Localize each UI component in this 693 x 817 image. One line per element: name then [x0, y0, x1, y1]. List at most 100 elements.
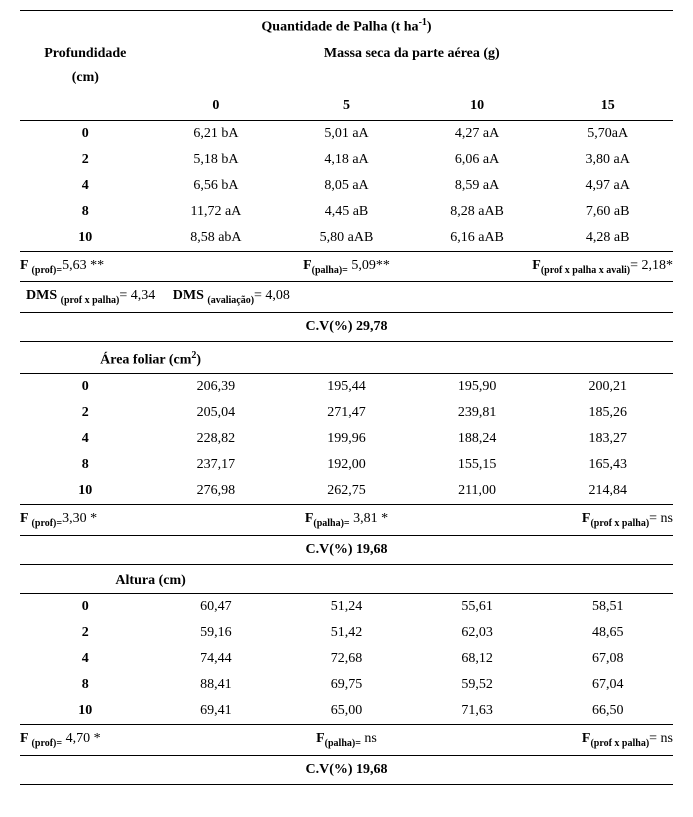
- cell: 5,18 bA: [151, 147, 282, 173]
- f-palha-label: F: [303, 258, 312, 273]
- section2-label-spacer: [281, 342, 673, 374]
- col-5: 5: [281, 90, 412, 121]
- f-int-sub: (prof x palha): [590, 518, 649, 529]
- row-label: 10: [20, 698, 151, 725]
- cell: 65,00: [281, 698, 412, 725]
- row-label: 4: [20, 646, 151, 672]
- f-prof-label: F: [20, 731, 32, 746]
- data-table: Quantidade de Palha (t ha-1) Profundidad…: [20, 10, 673, 785]
- cell: 74,44: [151, 646, 282, 672]
- table-row: 2 59,16 51,42 62,03 48,65: [20, 620, 673, 646]
- cell: 4,28 aB: [542, 225, 673, 252]
- section1-f-stats: F (prof)=5,63 ** F(palha)= 5,09** F(prof…: [20, 251, 673, 282]
- cell: 4,27 aA: [412, 120, 543, 147]
- cell: 4,45 aB: [281, 199, 412, 225]
- f-palha: F(palha)= 3,81 *: [281, 504, 412, 535]
- cell: 5,01 aA: [281, 120, 412, 147]
- s2-label-post: ): [196, 353, 201, 368]
- dms1-sub: (prof x palha): [61, 295, 120, 306]
- f-int-val: = ns: [649, 511, 673, 526]
- col-10: 10: [412, 90, 543, 121]
- cell: 69,41: [151, 698, 282, 725]
- dms1-label: DMS: [26, 288, 61, 303]
- table-row: 8 11,72 aA 4,45 aB 8,28 aAB 7,60 aB: [20, 199, 673, 225]
- section3-variable-label: Altura (cm): [20, 564, 281, 593]
- cell: 60,47: [151, 593, 282, 620]
- cell: 205,04: [151, 400, 282, 426]
- section3-label-spacer: [281, 564, 673, 593]
- title-sup: -1: [419, 17, 427, 28]
- cell: 4,18 aA: [281, 147, 412, 173]
- cell: 237,17: [151, 452, 282, 478]
- cell: 188,24: [412, 426, 543, 452]
- cell: 6,21 bA: [151, 120, 282, 147]
- cell: 51,42: [281, 620, 412, 646]
- table-row: 2 5,18 bA 4,18 aA 6,06 aA 3,80 aA: [20, 147, 673, 173]
- f-palha-val: 3,81 *: [350, 511, 389, 526]
- cell: 165,43: [542, 452, 673, 478]
- row-label: 8: [20, 199, 151, 225]
- prof-label-1: Profundidade: [20, 42, 151, 66]
- cell: 59,52: [412, 672, 543, 698]
- section1-cv: C.V(%) 29,78: [20, 313, 673, 342]
- row-label: 2: [20, 620, 151, 646]
- cell: 5,80 aAB: [281, 225, 412, 252]
- dms2-val: = 4,08: [254, 288, 290, 303]
- section3-cv: C.V(%) 19,68: [20, 755, 673, 784]
- header-spacer: [151, 66, 673, 90]
- row-label: 0: [20, 593, 151, 620]
- header-row-1: Profundidade Massa seca da parte aérea (…: [20, 42, 673, 66]
- cell: 7,60 aB: [542, 199, 673, 225]
- f-prof: F (prof)= 4,70 *: [20, 724, 281, 755]
- cell: 72,68: [281, 646, 412, 672]
- f-palha: F(palha)= ns: [281, 724, 412, 755]
- cell: 8,58 abA: [151, 225, 282, 252]
- column-headers: 0 5 10 15: [20, 90, 673, 121]
- row-label: 8: [20, 672, 151, 698]
- prof-label-2: (cm): [20, 66, 151, 90]
- cell: 51,24: [281, 593, 412, 620]
- cell: 71,63: [412, 698, 543, 725]
- col-blank: [20, 90, 151, 121]
- table-row: 4 228,82 199,96 188,24 183,27: [20, 426, 673, 452]
- cell: 59,16: [151, 620, 282, 646]
- dms-cell: DMS (prof x palha)= 4,34 DMS (avaliação)…: [20, 282, 673, 313]
- row-label: 8: [20, 452, 151, 478]
- col-15: 15: [542, 90, 673, 121]
- cell: 3,80 aA: [542, 147, 673, 173]
- table-row: 4 6,56 bA 8,05 aA 8,59 aA 4,97 aA: [20, 173, 673, 199]
- cell: 62,03: [412, 620, 543, 646]
- table-row: 8 237,17 192,00 155,15 165,43: [20, 452, 673, 478]
- cell: 88,41: [151, 672, 282, 698]
- f-palha-sub: (palha)=: [325, 738, 361, 749]
- table-row: 0 206,39 195,44 195,90 200,21: [20, 373, 673, 400]
- cell: 195,90: [412, 373, 543, 400]
- cell: 239,81: [412, 400, 543, 426]
- cell: 185,26: [542, 400, 673, 426]
- section2-cv: C.V(%) 19,68: [20, 535, 673, 564]
- row-label: 2: [20, 400, 151, 426]
- cell: 262,75: [281, 478, 412, 505]
- f-prof-val: 5,63 **: [62, 258, 104, 273]
- col-0: 0: [151, 90, 282, 121]
- f-palha-sub: (palha)=: [312, 264, 348, 275]
- f-int: F(prof x palha)= ns: [412, 504, 673, 535]
- row-label: 0: [20, 120, 151, 147]
- f-int-val: = 2,18*: [630, 258, 673, 273]
- dms2-sub: (avaliação): [207, 295, 254, 306]
- table-row: 0 6,21 bA 5,01 aA 4,27 aA 5,70aA: [20, 120, 673, 147]
- table-row: 10 276,98 262,75 211,00 214,84: [20, 478, 673, 505]
- section3-label-row: Altura (cm): [20, 564, 673, 593]
- cell: 206,39: [151, 373, 282, 400]
- cell: 8,05 aA: [281, 173, 412, 199]
- header-row-2: (cm): [20, 66, 673, 90]
- f-palha-sub: (palha)=: [313, 518, 349, 529]
- table-row: 4 74,44 72,68 68,12 67,08: [20, 646, 673, 672]
- section1-dms: DMS (prof x palha)= 4,34 DMS (avaliação)…: [20, 282, 673, 313]
- section2-f-stats: F (prof)=3,30 * F(palha)= 3,81 * F(prof …: [20, 504, 673, 535]
- cell: 6,06 aA: [412, 147, 543, 173]
- row-label: 10: [20, 478, 151, 505]
- cell: 48,65: [542, 620, 673, 646]
- table-row: 8 88,41 69,75 59,52 67,04: [20, 672, 673, 698]
- f-prof-sub: (prof)=: [32, 264, 63, 275]
